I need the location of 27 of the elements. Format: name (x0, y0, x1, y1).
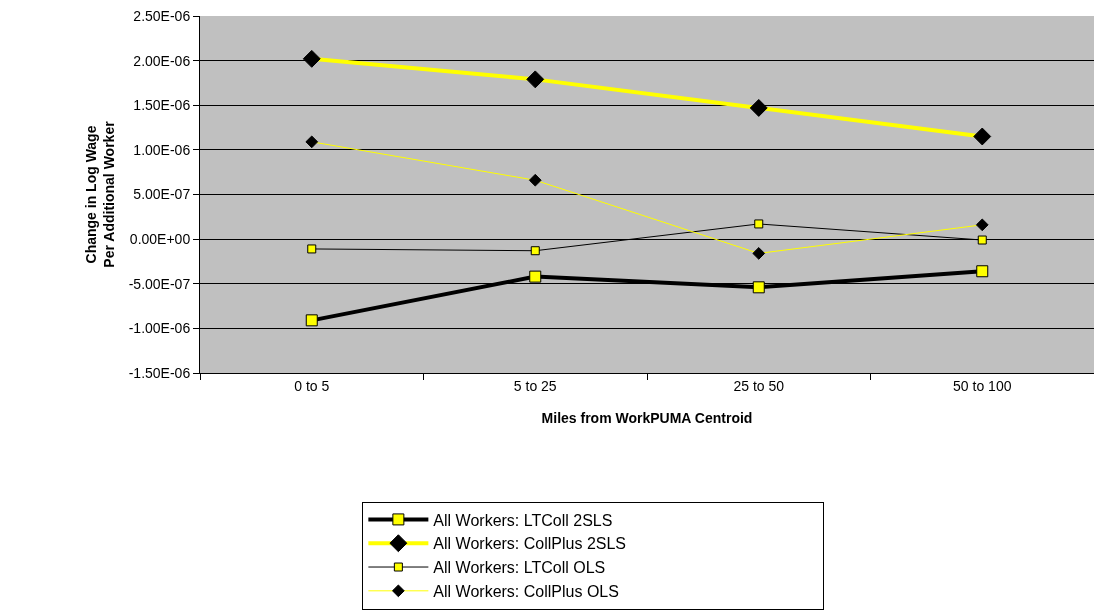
point (976, 265, 989, 278)
x-tick-label: 0 to 5 (294, 377, 330, 394)
point (305, 314, 318, 327)
x-tick-label: 5 to 25 (513, 377, 557, 394)
point (752, 281, 765, 294)
y-axis-title: Change in Log Wage Per Additional Worker (83, 120, 118, 268)
y-tick-label: 2.50E-06 (133, 7, 191, 24)
point (530, 246, 540, 256)
y-tick-label: 2.00E-06 (133, 52, 191, 69)
point (529, 270, 542, 283)
point (754, 219, 764, 229)
point (977, 235, 987, 245)
y-tick-label: -1.50E-06 (128, 364, 191, 381)
y-tick-label: 1.50E-06 (133, 97, 191, 114)
legend-label: All Workers: CollPlus 2SLS (433, 535, 627, 553)
y-tick-label: -5.00E-07 (128, 275, 191, 292)
x-tick-label: 25 to 50 (733, 377, 785, 394)
y-tick-label: 0.00E+00 (129, 231, 191, 248)
x-axis-title: Miles from WorkPUMA Centroid (541, 410, 753, 427)
y-tick-label: 1.00E-06 (133, 141, 191, 158)
legend-label: All Workers: CollPlus OLS (433, 583, 619, 601)
y-tick-label: 5.00E-07 (133, 186, 191, 203)
point (307, 244, 317, 254)
legend-label: All Workers: LTColl 2SLS (433, 511, 613, 529)
x-tick-label: 50 to 100 (953, 377, 1012, 394)
y-tick-label: -1.00E-06 (128, 320, 191, 337)
legend-label: All Workers: LTColl OLS (433, 559, 606, 577)
